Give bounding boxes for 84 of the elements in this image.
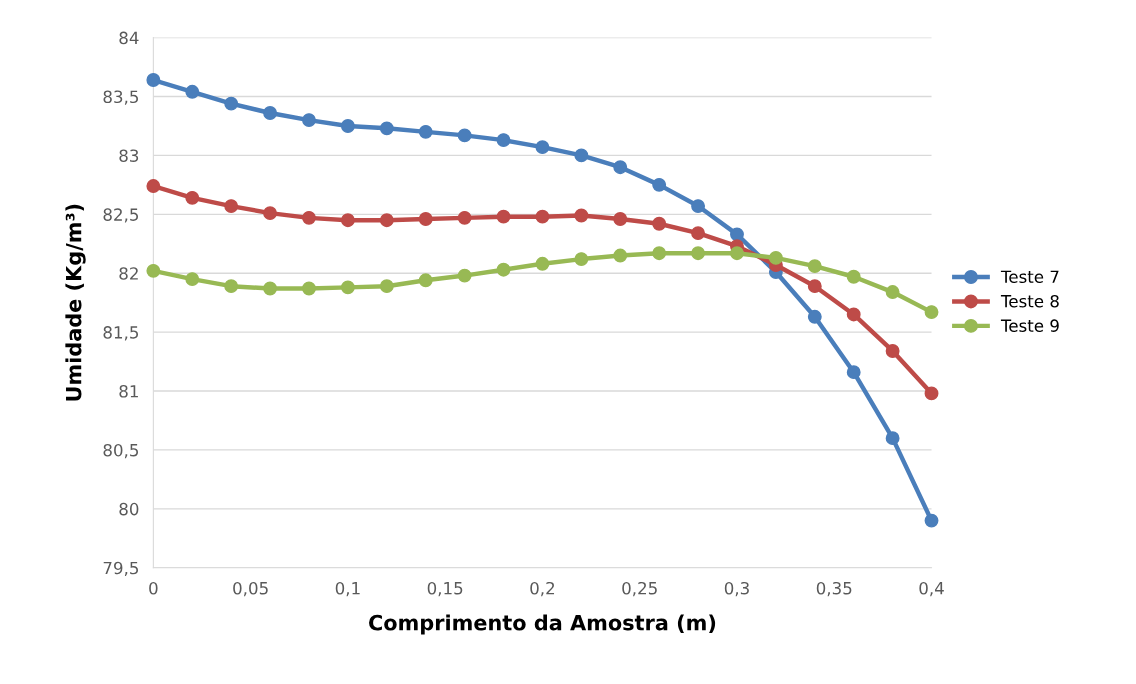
y-tick-label: 83 [119,149,139,162]
point [340,119,355,133]
point [185,190,200,205]
point [613,248,628,263]
x-tick-label: 0,25 [622,581,657,597]
point [846,307,861,322]
x-tick-label: 0,35 [816,581,852,597]
legend-label: Teste 9 [1000,319,1059,332]
point [224,96,239,111]
legend-label: Teste 8 [1000,294,1059,308]
point [613,212,628,226]
point [846,365,861,380]
point [924,513,939,528]
point [263,206,278,221]
point [730,227,744,242]
y-axis-title: Umidade (Kg/m³) [65,204,86,401]
x-tick-label: 0,05 [233,581,268,597]
point [807,259,822,274]
point [924,305,939,320]
point [924,386,939,401]
y-tick-label: 82,5 [103,208,139,223]
point [652,177,667,192]
point [885,285,900,300]
point [807,309,822,324]
x-tick-label: 0,2 [530,581,555,597]
y-tick-label: 81,5 [103,326,139,341]
point [457,268,472,283]
point [846,269,861,284]
point [263,106,278,120]
point [574,148,589,163]
point [574,208,589,223]
y-tick-label: 80,5 [103,443,139,459]
x-axis-title: Comprimento da Amostra (m) [369,614,716,635]
point [379,279,394,294]
point [613,160,628,175]
point [730,246,744,261]
y-tick-label: 84 [119,31,139,45]
point [496,262,511,277]
y-tick-label: 82 [119,267,138,280]
point [418,124,433,139]
point [302,210,316,225]
point [691,226,706,241]
point [885,431,900,446]
point [535,140,550,155]
x-tick-label: 0,15 [427,581,463,597]
y-tick-label: 79,5 [103,561,139,576]
x-tick-label: 0 [149,581,158,595]
point [185,272,200,287]
point [691,246,706,261]
y-tick-label: 80 [119,502,139,516]
point [340,280,355,295]
point [652,246,667,261]
point [224,279,239,294]
point [768,250,783,265]
x-tick-label: 0,3 [724,581,749,597]
point [418,212,433,226]
x-tick-label: 0,1 [335,581,360,597]
point [807,279,822,294]
point [185,84,200,99]
point [418,273,433,288]
point [457,128,472,143]
point [652,216,667,231]
point [302,113,316,128]
point [340,213,355,228]
y-tick-label: 83,5 [103,90,139,105]
point [146,179,161,193]
point [302,281,316,296]
point [379,121,394,136]
point [574,252,589,267]
point [535,256,550,271]
point [496,209,511,224]
point [496,133,511,148]
point [457,210,472,225]
point [146,73,161,87]
point [146,263,161,278]
point [691,199,706,214]
point [885,344,900,358]
point [535,209,550,224]
point [263,281,278,296]
legend-label: Teste 7 [1000,270,1059,284]
y-tick-label: 81 [119,384,138,398]
x-tick-label: 0,4 [919,581,944,597]
point [224,199,239,214]
point [379,213,394,228]
